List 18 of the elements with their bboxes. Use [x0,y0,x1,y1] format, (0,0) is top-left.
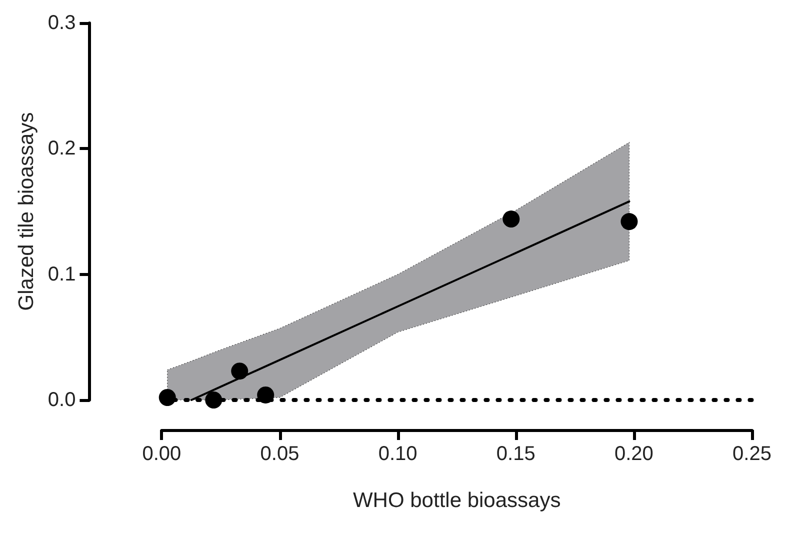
point [502,210,520,228]
point [620,213,638,230]
x-tick-label: 0.15 [496,443,536,465]
point [205,392,222,408]
x-tick-label: 0.25 [732,443,772,465]
y-tick-label: 0.3 [48,12,76,34]
x-tick-label: 0.20 [614,443,654,465]
x-axis-title: WHO bottle bioassays [352,489,561,512]
y-axis-title: Glazed tile bioassays [15,112,38,311]
y-tick-label: 0.2 [48,138,76,160]
x-tick-label: 0.05 [260,443,300,465]
point [231,362,248,380]
x-tick-label: 0.00 [142,443,182,465]
point [257,386,274,404]
y-tick-label: 0.0 [48,389,76,411]
y-tick-label: 0.1 [48,263,76,286]
point [158,388,176,406]
x-tick-label: 0.10 [378,443,418,465]
